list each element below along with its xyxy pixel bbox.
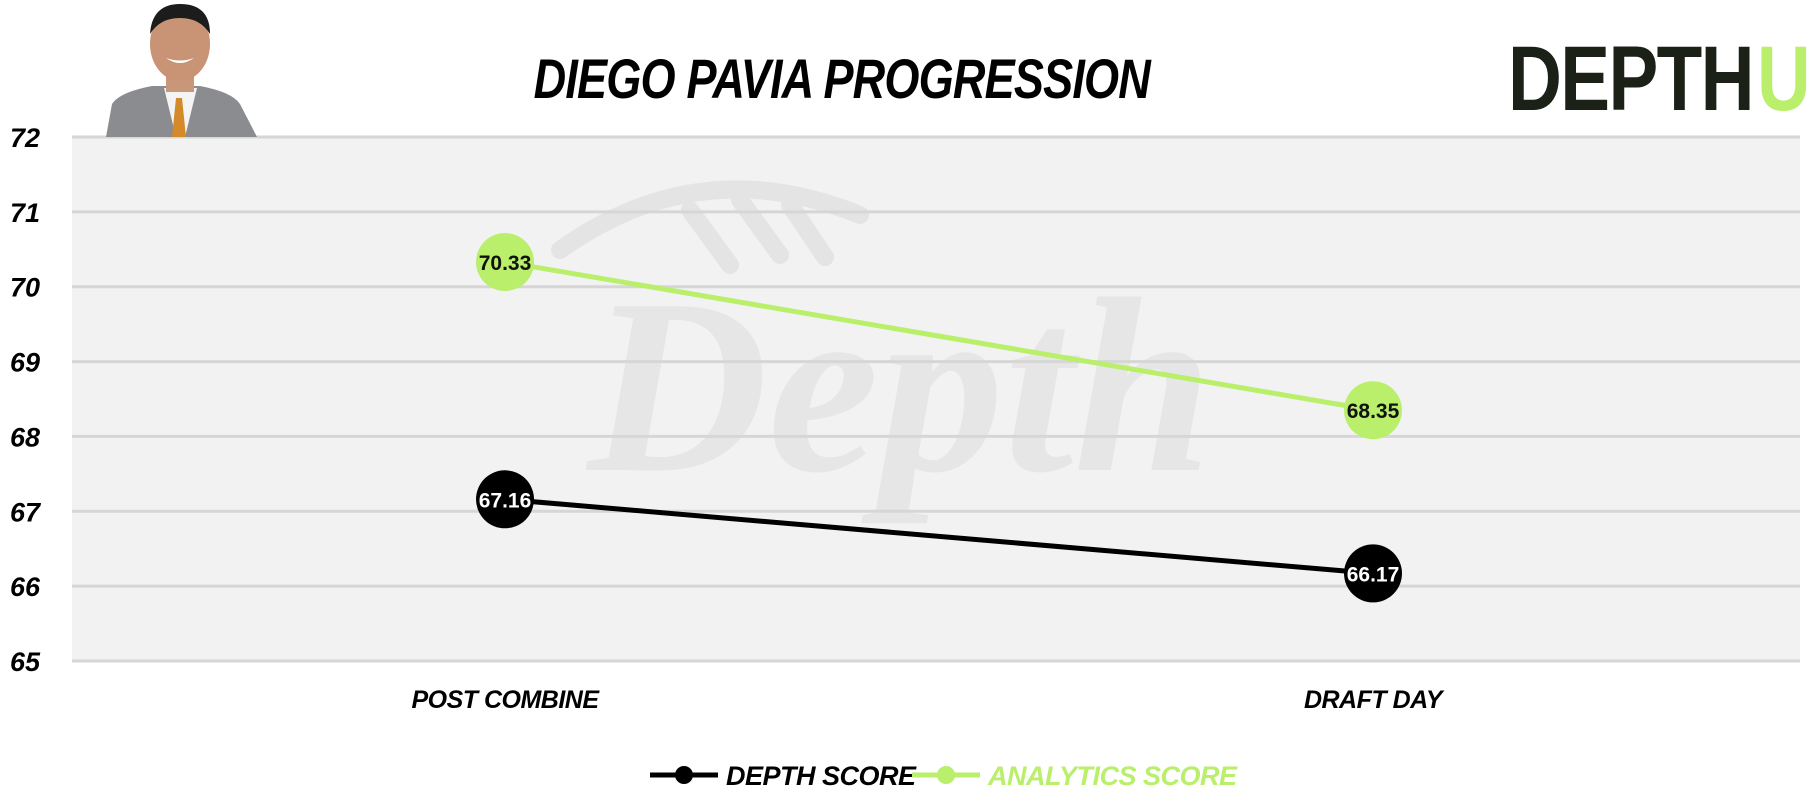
brand-name-dark: DEPTH (1508, 28, 1753, 130)
data-label: 68.35 (1347, 400, 1400, 423)
series-line (504, 259, 1374, 413)
data-label: 67.16 (479, 489, 532, 512)
legend-item: ANALYTICS SCORE (912, 761, 1239, 791)
data-point (1344, 381, 1402, 440)
data-label: 70.33 (479, 252, 532, 275)
series-layer: 67.16 66.17 70.33 68.35 (476, 233, 1402, 603)
data-point (476, 470, 534, 529)
depthu-logo: DEPTH U (1508, 28, 1811, 130)
legend-item: DEPTH SCORE (650, 761, 918, 791)
y-tick-label: 67 (10, 497, 42, 527)
y-tick-label: 70 (10, 273, 40, 303)
grid-lines (72, 135, 1800, 663)
x-tick-label: POST COMBINE (411, 686, 600, 714)
y-tick-label: 71 (10, 198, 40, 228)
y-tick-label: 65 (10, 647, 41, 677)
legend-marker (937, 766, 955, 784)
player-headshot (106, 4, 257, 137)
y-tick-label: 68 (10, 422, 40, 452)
series-0: 67.16 66.17 (476, 470, 1402, 603)
brand-name-accent: U (1757, 28, 1809, 130)
y-tick-label: 72 (10, 123, 40, 153)
y-tick-label: 66 (10, 572, 41, 602)
series-1: 70.33 68.35 (476, 233, 1402, 440)
legend-label: DEPTH SCORE (726, 761, 917, 791)
football-icon (551, 180, 869, 274)
data-label: 66.17 (1347, 563, 1400, 586)
x-axis: POST COMBINE DRAFT DAY (411, 686, 1445, 714)
y-axis: 65 66 67 68 69 70 71 72 (10, 123, 42, 677)
y-tick-label: 69 (10, 348, 40, 378)
x-tick-label: DRAFT DAY (1304, 686, 1445, 714)
legend-marker (675, 766, 693, 784)
series-line (504, 496, 1374, 576)
chart-title: DIEGO PAVIA PROGRESSION (534, 48, 1152, 110)
legend-label: ANALYTICS SCORE (987, 761, 1238, 791)
data-point (476, 233, 534, 292)
plot-area (72, 137, 1800, 661)
legend: DEPTH SCORE ANALYTICS SCORE (650, 761, 1239, 791)
data-point (1344, 544, 1402, 603)
